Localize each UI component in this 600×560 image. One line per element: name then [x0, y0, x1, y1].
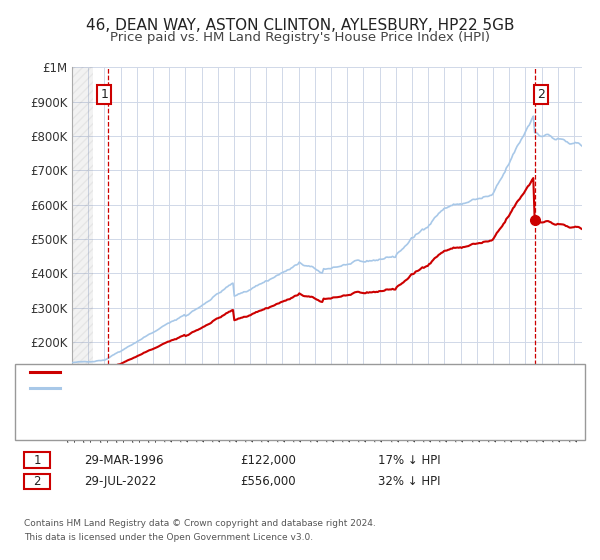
Text: 2: 2	[34, 475, 41, 488]
Text: £122,000: £122,000	[240, 454, 296, 467]
Text: 17% ↓ HPI: 17% ↓ HPI	[378, 454, 440, 467]
Text: Price paid vs. HM Land Registry's House Price Index (HPI): Price paid vs. HM Land Registry's House …	[110, 31, 490, 44]
Text: 1: 1	[34, 454, 41, 467]
Text: 46, DEAN WAY, ASTON CLINTON, AYLESBURY, HP22 5GB: 46, DEAN WAY, ASTON CLINTON, AYLESBURY, …	[86, 18, 514, 33]
Text: 46, DEAN WAY, ASTON CLINTON, AYLESBURY, HP22 5GB (detached house): 46, DEAN WAY, ASTON CLINTON, AYLESBURY, …	[68, 367, 473, 377]
Text: 29-JUL-2022: 29-JUL-2022	[84, 475, 157, 488]
Text: 2: 2	[537, 88, 545, 101]
Text: This data is licensed under the Open Government Licence v3.0.: This data is licensed under the Open Gov…	[24, 533, 313, 542]
Text: £556,000: £556,000	[240, 475, 296, 488]
Text: Contains HM Land Registry data © Crown copyright and database right 2024.: Contains HM Land Registry data © Crown c…	[24, 519, 376, 528]
Text: HPI: Average price, detached house, Buckinghamshire: HPI: Average price, detached house, Buck…	[68, 382, 365, 393]
Text: 1: 1	[100, 88, 108, 101]
Text: 29-MAR-1996: 29-MAR-1996	[84, 454, 163, 467]
Text: 32% ↓ HPI: 32% ↓ HPI	[378, 475, 440, 488]
